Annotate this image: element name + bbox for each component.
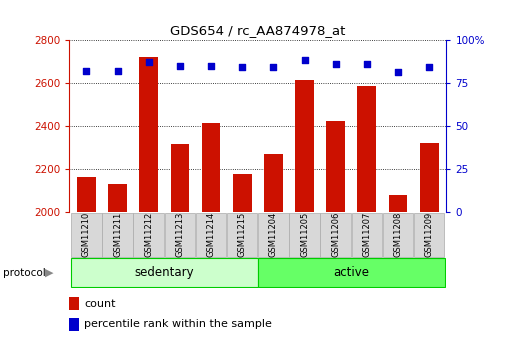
Bar (140, 57, 158, 212)
Title: GDS654 / rc_AA874978_at: GDS654 / rc_AA874978_at (170, 24, 345, 37)
Point (113, 68, 122, 73)
FancyBboxPatch shape (196, 213, 226, 257)
Text: GSM11204: GSM11204 (269, 212, 278, 257)
Point (301, 58, 309, 63)
Text: GSM11210: GSM11210 (82, 212, 91, 257)
Point (331, 61, 340, 67)
Bar (77, 177, 96, 212)
Text: GSM11211: GSM11211 (113, 212, 122, 257)
Bar (108, 184, 127, 212)
Point (207, 63, 215, 68)
FancyBboxPatch shape (71, 213, 102, 257)
Point (269, 65, 278, 70)
Bar (233, 175, 251, 212)
FancyBboxPatch shape (289, 213, 320, 257)
Bar (202, 123, 221, 212)
Bar (358, 86, 376, 212)
FancyBboxPatch shape (102, 213, 133, 257)
Bar (389, 195, 407, 212)
FancyBboxPatch shape (258, 213, 289, 257)
FancyBboxPatch shape (71, 258, 258, 287)
Bar (69, 297, 78, 310)
FancyBboxPatch shape (165, 213, 195, 257)
Text: sedentary: sedentary (134, 266, 194, 279)
Point (145, 59, 153, 65)
Text: ▶: ▶ (45, 268, 54, 277)
Point (394, 70, 402, 75)
Text: GSM11208: GSM11208 (393, 212, 403, 257)
Text: GSM11214: GSM11214 (207, 212, 215, 257)
Text: percentile rank within the sample: percentile rank within the sample (84, 319, 272, 329)
Text: count: count (84, 299, 116, 309)
Point (82, 68, 90, 73)
Text: GSM11212: GSM11212 (144, 212, 153, 257)
Text: protocol: protocol (3, 268, 45, 277)
Bar (69, 317, 78, 331)
Text: GSM11209: GSM11209 (425, 212, 433, 257)
Text: GSM11213: GSM11213 (175, 212, 184, 257)
FancyBboxPatch shape (351, 213, 382, 257)
Text: GSM11207: GSM11207 (362, 212, 371, 257)
Bar (295, 80, 314, 212)
FancyBboxPatch shape (414, 213, 444, 257)
FancyBboxPatch shape (227, 213, 258, 257)
Text: GSM11215: GSM11215 (238, 212, 247, 257)
Text: active: active (333, 266, 369, 279)
Point (176, 63, 184, 68)
Bar (170, 144, 189, 212)
Text: GSM11205: GSM11205 (300, 212, 309, 257)
Point (425, 65, 433, 70)
Point (363, 61, 371, 67)
FancyBboxPatch shape (383, 213, 413, 257)
Bar (420, 143, 439, 212)
FancyBboxPatch shape (258, 258, 445, 287)
Bar (264, 154, 283, 212)
FancyBboxPatch shape (321, 213, 351, 257)
FancyBboxPatch shape (133, 213, 164, 257)
Bar (326, 120, 345, 212)
Text: GSM11206: GSM11206 (331, 212, 340, 257)
Point (238, 65, 246, 70)
